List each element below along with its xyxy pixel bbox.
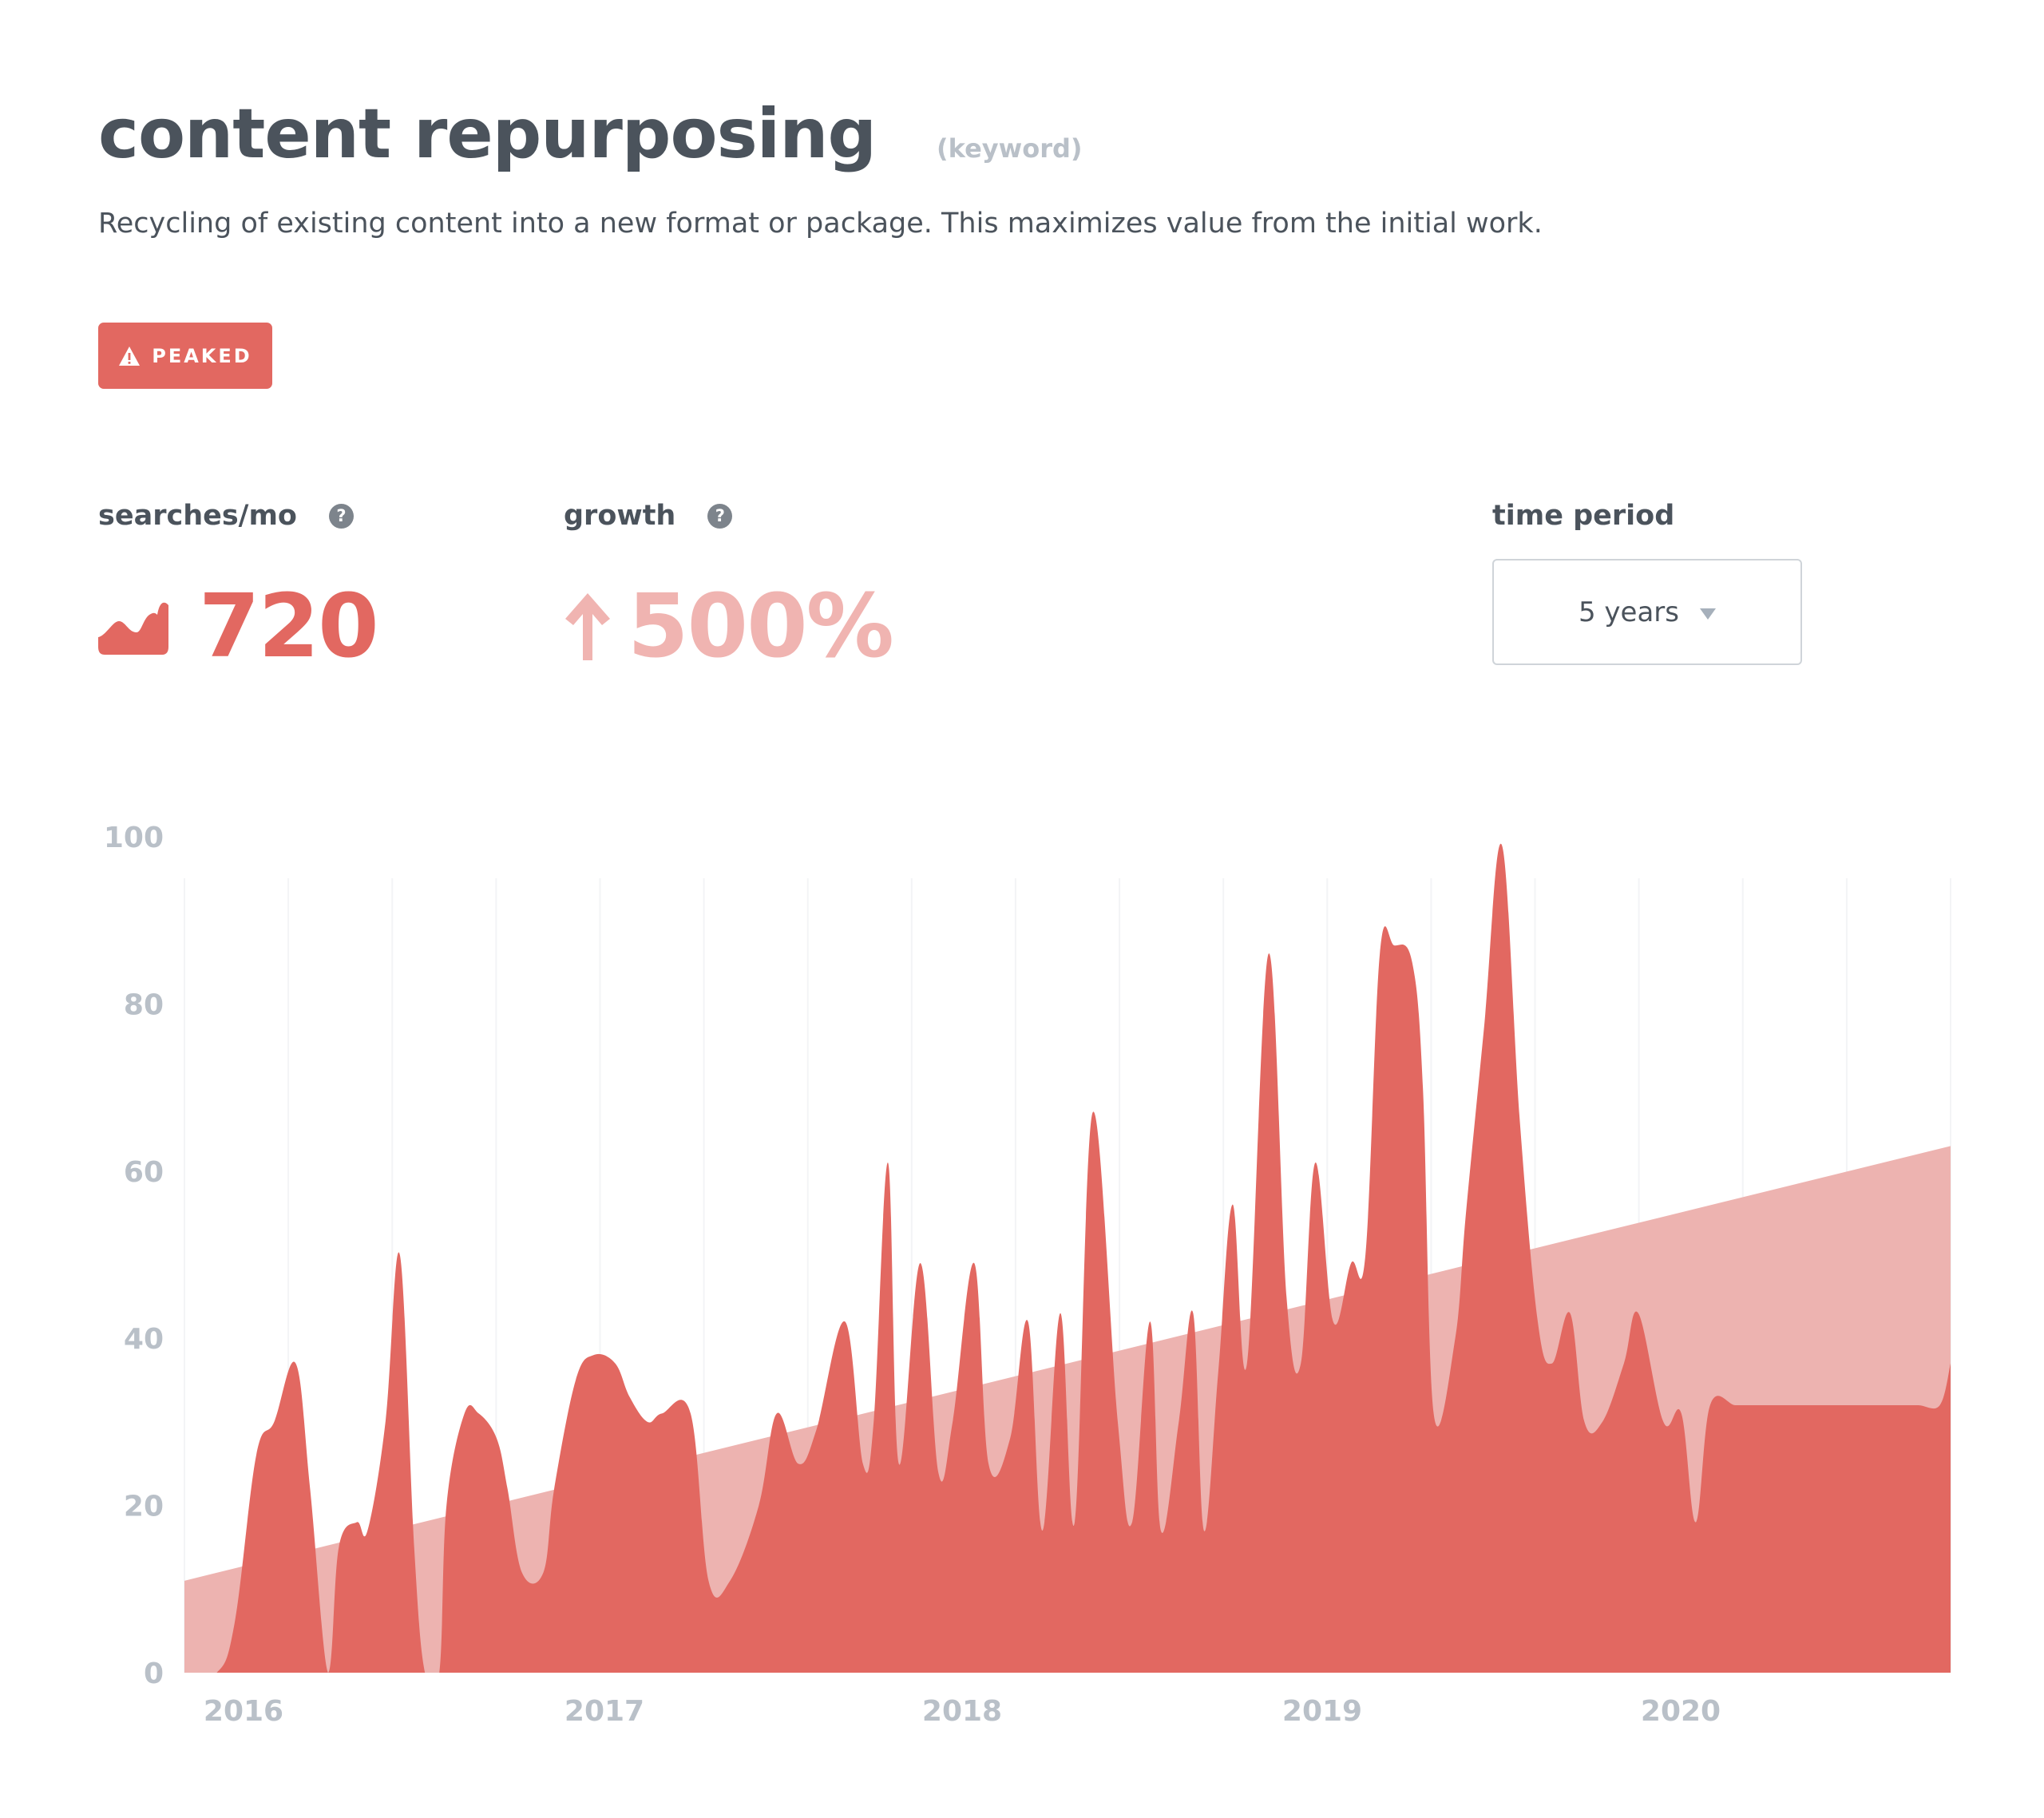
time-period-value: 5 years bbox=[1578, 596, 1679, 628]
title-row: content repurposing (keyword) bbox=[98, 94, 1083, 174]
x-tick-label: 2016 bbox=[204, 1695, 283, 1728]
search-volume-area bbox=[184, 843, 1951, 1673]
x-axis: 2016 2017 2018 2019 2020 bbox=[204, 1695, 1721, 1728]
volume-chart-icon bbox=[98, 602, 168, 655]
x-tick-label: 2017 bbox=[564, 1695, 644, 1728]
time-period-label: time period bbox=[1492, 500, 1675, 532]
growth-stat: 500% bbox=[564, 575, 894, 677]
keyword-tag: (keyword) bbox=[937, 133, 1083, 164]
growth-label-row: growth ? bbox=[564, 500, 733, 532]
searches-label-row: searches/mo ? bbox=[98, 500, 354, 532]
time-period-select[interactable]: 5 years bbox=[1492, 559, 1802, 665]
x-tick-label: 2019 bbox=[1282, 1695, 1362, 1728]
searches-value: 720 bbox=[199, 575, 379, 677]
growth-value: 500% bbox=[628, 575, 894, 677]
y-tick-label: 60 bbox=[124, 1156, 164, 1189]
status-badge: PEAKED bbox=[98, 323, 272, 389]
searches-label: searches/mo bbox=[98, 500, 297, 532]
searches-stat: 720 bbox=[98, 575, 379, 677]
x-tick-label: 2018 bbox=[922, 1695, 1002, 1728]
y-tick-label: 0 bbox=[144, 1658, 164, 1690]
y-tick-label: 20 bbox=[124, 1491, 164, 1523]
page-title: content repurposing bbox=[98, 94, 877, 174]
arrow-up-icon bbox=[565, 593, 610, 660]
keyword-description: Recycling of existing content into a new… bbox=[98, 208, 1543, 240]
help-icon[interactable]: ? bbox=[328, 503, 354, 529]
y-tick-label: 80 bbox=[124, 988, 164, 1021]
warning-icon bbox=[119, 346, 141, 366]
y-axis: 0 20 40 60 80 100 bbox=[104, 822, 164, 1690]
y-tick-label: 100 bbox=[104, 822, 164, 854]
y-tick-label: 40 bbox=[124, 1323, 164, 1356]
chevron-down-icon bbox=[1700, 608, 1716, 620]
x-tick-label: 2020 bbox=[1641, 1695, 1721, 1728]
status-badge-label: PEAKED bbox=[152, 344, 252, 367]
help-icon[interactable]: ? bbox=[707, 503, 733, 529]
growth-label: growth bbox=[564, 500, 676, 532]
